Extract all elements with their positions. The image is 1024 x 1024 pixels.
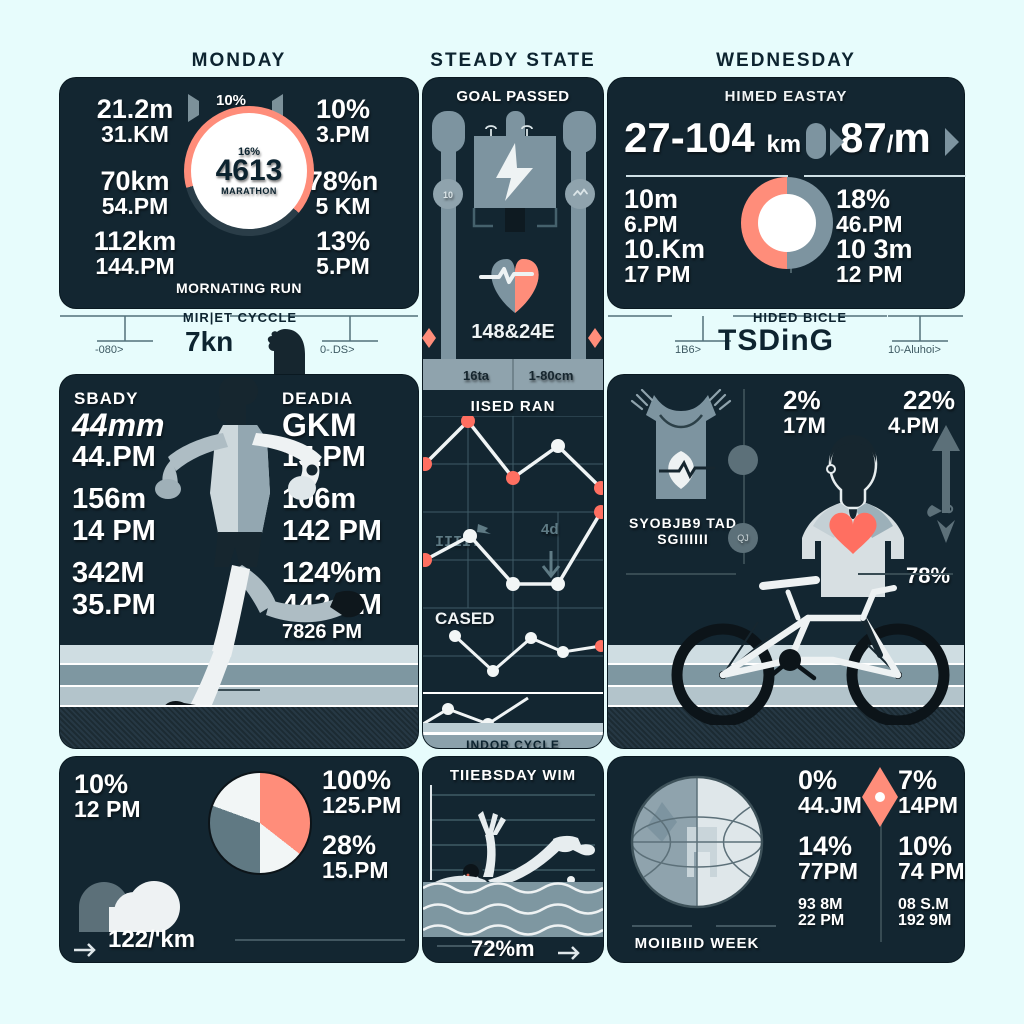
svg-text:4d: 4d — [541, 521, 559, 538]
svg-text:CASED: CASED — [435, 609, 495, 628]
svg-text:10: 10 — [443, 190, 453, 200]
